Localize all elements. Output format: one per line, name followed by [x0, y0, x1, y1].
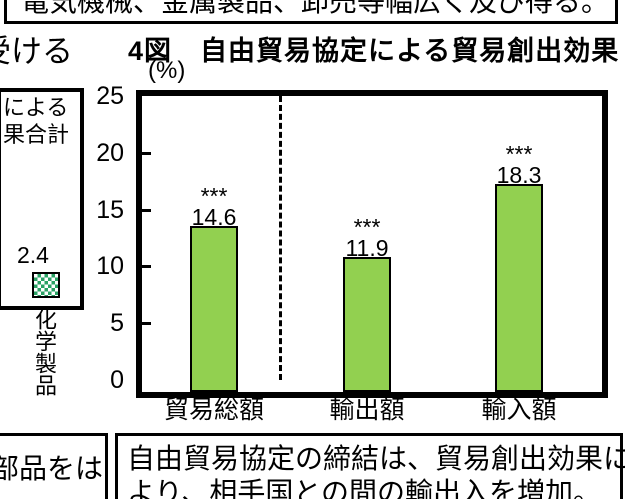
significance-label: *** [505, 141, 533, 167]
bar-group: *** 14.6 [190, 96, 238, 392]
mini-bar-value-label: 2.4 [17, 242, 49, 268]
y-tick-label: 0 [110, 366, 124, 394]
main-chart-plot-area: *** 14.6 *** 11.9 *** 18.3 [136, 90, 608, 398]
bottom-right-text: 自由貿易協定の締結は、貿易創出効果に より、相手国との間の輸出入を増加。 [127, 442, 625, 499]
top-text: 電気機械、金属製品、卸売等幅広く及び得る。 [21, 0, 610, 17]
bar-annotation: *** 18.3 [459, 141, 579, 188]
bar-group: *** 11.9 [343, 96, 391, 392]
bar [495, 184, 543, 392]
bottom-right-text-line2: より、相手国との間の輸出入を増加。 [127, 477, 602, 499]
bar-value-label: 11.9 [345, 235, 389, 261]
left-text-fragment: 受ける [0, 34, 73, 69]
x-category-label: 輸出額 [329, 396, 405, 424]
mini-chart-legend-line2: 果合計 [3, 122, 70, 147]
significance-label: *** [200, 183, 228, 209]
x-category-label: 貿易総額 [163, 396, 264, 424]
y-tick-label: 15 [96, 195, 124, 224]
y-tick-mark [142, 208, 151, 212]
bottom-right-text-line1: 自由貿易協定の締結は、貿易創出効果に [127, 443, 625, 474]
bottom-right-text-box: 自由貿易協定の締結は、貿易創出効果に より、相手国との間の輸出入を増加。 [115, 433, 625, 499]
y-tick-label: 25 [96, 82, 124, 110]
figure-title: 4図 自由貿易協定による貿易創出効果 [128, 36, 620, 66]
mini-chart-category-label: 化学製品 [32, 308, 57, 396]
bar-annotation: *** 14.6 [154, 183, 274, 230]
bar-group: *** 18.3 [495, 96, 543, 392]
mini-chart-legend-line1: による [3, 95, 69, 120]
y-tick-label: 10 [96, 252, 124, 281]
bar [343, 257, 391, 392]
bottom-left-text: 部品をは [0, 453, 104, 484]
partial-left-chart: による 果合計 2.4 [0, 88, 84, 310]
mini-chart-legend: による 果合計 [3, 94, 69, 148]
significance-label: *** [353, 214, 381, 240]
bar-annotation: *** 11.9 [307, 214, 427, 261]
x-category-label: 輸入額 [481, 396, 557, 424]
top-text-box: 電気機械、金属製品、卸売等幅広く及び得る。 [4, 0, 618, 24]
y-tick-mark [142, 151, 151, 155]
mini-chart-bar [32, 272, 60, 298]
y-axis-unit-label: (%) [148, 57, 186, 84]
y-tick-label: 5 [110, 309, 124, 338]
y-tick-label: 20 [96, 138, 124, 167]
bar-value-label: 18.3 [496, 162, 542, 188]
bar-value-label: 14.6 [191, 204, 237, 230]
bottom-left-text-box: 部品をは [0, 433, 108, 499]
bar [190, 226, 238, 392]
y-tick-mark [142, 265, 151, 269]
y-tick-mark [142, 322, 151, 326]
dashed-separator-line [279, 96, 282, 380]
